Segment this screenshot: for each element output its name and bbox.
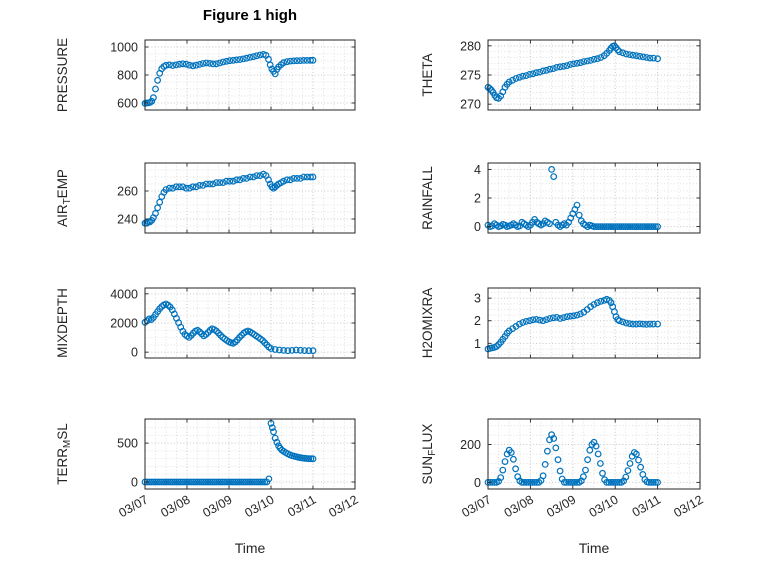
x-tick-label: 03/10	[587, 492, 621, 520]
tick-marks	[144, 40, 356, 110]
subplot-theta: 270 275 280 THETA	[420, 39, 701, 112]
y-axis-label: SUNFLUX	[420, 424, 438, 485]
y-tick-label: 0	[131, 476, 138, 490]
y-tick-label: 1	[474, 337, 481, 351]
data-points	[484, 431, 662, 486]
chart-svg-rainfall: 0 2 4 RAINFALL	[420, 162, 701, 234]
chart-svg-airtemp: 240 260 AIRTEMP	[55, 162, 356, 234]
subplot-airtemp: 240 260 AIRTEMP	[55, 162, 356, 234]
y-tick-label: 2000	[110, 317, 138, 331]
y-axis-label: H2OMIXRA	[420, 288, 435, 359]
x-tick-label: 03/09	[200, 492, 234, 520]
y-tick-label: 2	[474, 314, 481, 328]
data-points	[484, 166, 662, 230]
tick-marks	[144, 288, 356, 358]
y-tick-label: 280	[460, 39, 481, 53]
x-tick-label: 03/10	[242, 492, 276, 520]
data-points	[484, 42, 662, 102]
chart-svg-mixdepth: 0 2000 4000 MIXDEPTH	[55, 287, 356, 360]
subplot-pressure: 600 800 1000 PRESSURE	[55, 38, 356, 112]
subplot-mixdepth: 0 2000 4000 MIXDEPTH	[55, 287, 356, 360]
y-axis-label: AIRTEMP	[55, 169, 73, 227]
minor-grid	[488, 288, 700, 358]
tick-marks	[144, 419, 356, 489]
figure-title: Figure 1 high	[202, 7, 298, 24]
y-tick-label: 1000	[110, 41, 138, 55]
y-tick-label: 2	[474, 192, 481, 206]
x-tick-label: 03/07	[459, 492, 493, 520]
y-axis-label: THETA	[420, 53, 435, 96]
x-axis-label: Time	[235, 540, 266, 556]
y-tick-label: 500	[117, 437, 138, 451]
subplot-h2omixra: 1 2 3 H2OMIXRA	[420, 287, 701, 359]
y-tick-label: 270	[460, 98, 481, 112]
y-tick-label: 800	[117, 69, 138, 83]
plot-box	[487, 418, 701, 490]
y-tick-label: 200	[460, 438, 481, 452]
y-tick-label: 240	[117, 213, 138, 227]
x-tick-label: 03/08	[158, 492, 192, 520]
minor-grid	[145, 162, 355, 234]
chart-svg-terr-msl: 0 500 TERRMSL 03/07 03/08 03/09 03/10 03/11 03/1…	[55, 418, 361, 556]
y-tick-label: 4000	[110, 287, 138, 301]
chart-svg-pressure: 600 800 1000 PRESSURE	[55, 38, 356, 112]
subplot-terr-msl: 0 500 TERRMSL 03/07 03/08 03/09 03/10 03/11 03/1…	[55, 418, 361, 556]
subplot-sun-flux: 0 200 SUNFLUX 03/07 03/08 03/09 03/10 03/11 03/1…	[420, 418, 706, 556]
y-axis-label: RAINFALL	[420, 166, 435, 230]
chart-svg-h2omixra: 1 2 3 H2OMIXRA	[420, 287, 701, 359]
x-tick-label: 03/07	[116, 492, 150, 520]
tick-marks	[487, 288, 701, 358]
y-axis-label: MIXDEPTH	[55, 288, 70, 358]
y-axis-label: TERRMSL	[55, 423, 73, 485]
x-tick-label: 03/11	[630, 492, 663, 519]
minor-grid	[145, 419, 355, 489]
y-tick-label: 0	[474, 476, 481, 490]
y-axis-label: PRESSURE	[55, 38, 70, 112]
subplot-rainfall: 0 2 4 RAINFALL	[420, 162, 701, 234]
y-tick-label: 0	[131, 346, 138, 360]
chart-svg-theta: 270 275 280 THETA	[420, 39, 701, 112]
x-tick-label: 03/09	[544, 492, 578, 520]
minor-grid	[145, 39, 355, 111]
plot-box	[144, 162, 356, 234]
y-tick-label: 275	[460, 69, 481, 83]
x-tick-label: 03/12	[326, 492, 360, 520]
x-tick-label: 03/08	[502, 492, 536, 520]
data-points	[484, 295, 662, 353]
y-tick-label: 600	[117, 97, 138, 111]
x-axis-label: Time	[579, 540, 610, 556]
tick-marks	[144, 163, 356, 233]
tick-marks	[487, 163, 701, 233]
chart-svg-sun-flux: 0 200 SUNFLUX 03/07 03/08 03/09 03/10 03/11 03/1…	[420, 418, 706, 556]
y-tick-label: 4	[474, 163, 481, 177]
y-tick-label: 3	[474, 292, 481, 306]
tick-marks	[487, 419, 701, 489]
x-tick-label: 03/11	[285, 492, 318, 519]
minor-grid	[145, 288, 355, 358]
plot-box	[144, 418, 356, 490]
y-tick-label: 0	[474, 220, 481, 234]
plot-box	[487, 287, 701, 359]
tick-marks	[487, 40, 701, 110]
data-points	[141, 170, 317, 227]
x-tick-label: 03/12	[671, 492, 705, 520]
y-tick-label: 260	[117, 185, 138, 199]
data-points	[141, 300, 317, 355]
